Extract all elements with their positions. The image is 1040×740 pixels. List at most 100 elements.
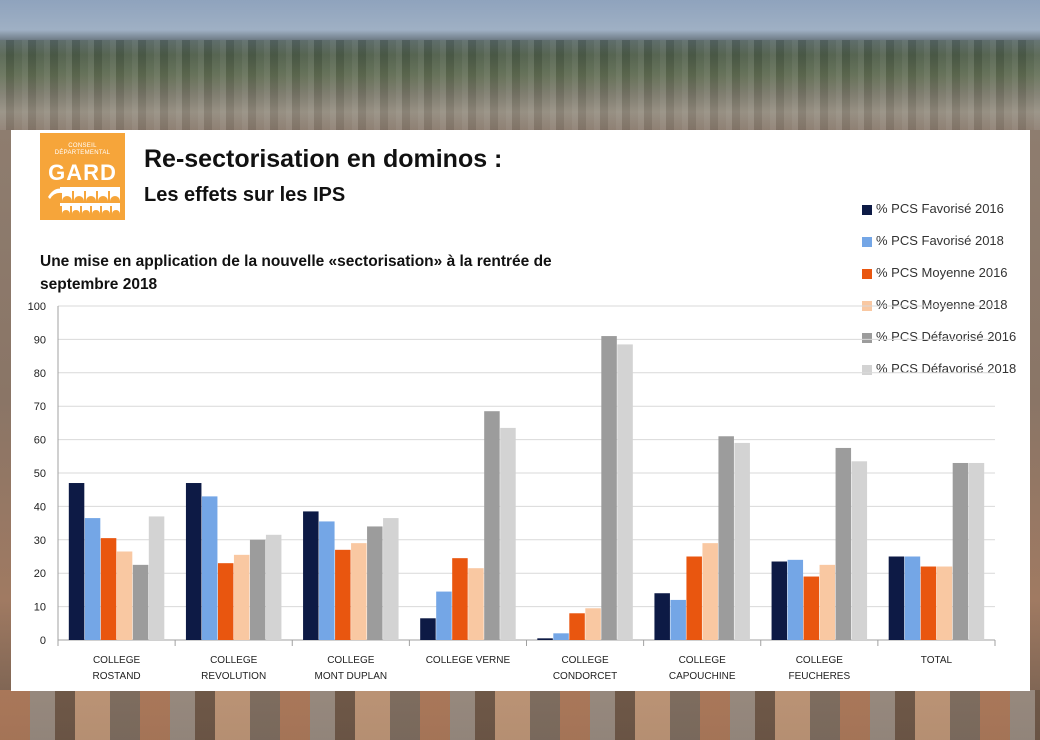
legend-label: % PCS Défavorisé 2016 <box>876 329 1017 344</box>
bar <box>265 534 282 640</box>
bar <box>351 543 367 640</box>
bar <box>617 344 633 640</box>
category-label: COLLEGE <box>93 655 141 666</box>
bar <box>569 613 585 640</box>
bar <box>851 461 868 640</box>
bar <box>303 511 319 640</box>
bar <box>803 576 820 640</box>
bar <box>132 564 149 640</box>
bar <box>888 556 905 640</box>
category-label: MONT DUPLAN <box>315 671 388 682</box>
bar <box>420 618 436 640</box>
y-tick-label: 40 <box>34 501 46 513</box>
legend-swatch <box>862 237 872 247</box>
category-label: COLLEGE VERNE <box>426 655 511 666</box>
slide-title: Re-sectorisation en dominos : <box>144 145 503 173</box>
y-tick-label: 20 <box>34 568 46 580</box>
category-label: CONDORCET <box>553 671 617 682</box>
y-tick-label: 80 <box>34 368 46 380</box>
legend-swatch <box>862 269 872 279</box>
bar <box>319 521 335 640</box>
bar <box>335 549 351 640</box>
y-tick-label: 50 <box>34 468 46 480</box>
category-label: ROSTAND <box>92 671 140 682</box>
bar <box>787 559 804 640</box>
logo-line1: CONSEIL <box>68 143 97 149</box>
y-tick-label: 70 <box>34 401 46 413</box>
legend-label: % PCS Moyenne 2018 <box>876 297 1008 312</box>
bar <box>952 462 969 640</box>
bar <box>920 566 937 640</box>
legend-swatch <box>862 205 872 215</box>
bar <box>249 539 266 640</box>
bar <box>601 336 617 640</box>
bar <box>484 411 500 640</box>
category-label: TOTAL <box>921 655 953 666</box>
category-label: COLLEGE <box>327 655 375 666</box>
bar <box>585 608 601 640</box>
bar <box>686 556 702 640</box>
bar <box>819 564 836 640</box>
category-label: REVOLUTION <box>201 671 266 682</box>
bar <box>233 554 250 640</box>
y-tick-label: 100 <box>28 301 46 313</box>
bar <box>904 556 921 640</box>
y-tick-label: 0 <box>40 635 46 647</box>
legend-label: % PCS Favorisé 2016 <box>876 201 1004 216</box>
bar <box>654 593 670 640</box>
legend-swatch <box>862 365 872 375</box>
legend-label: % PCS Défavorisé 2018 <box>876 361 1017 376</box>
category-label: FEUCHERES <box>788 671 850 682</box>
bar <box>68 483 85 640</box>
bar <box>436 591 452 640</box>
bar <box>835 447 852 640</box>
bar <box>936 566 953 640</box>
legend-item: % PCS Favorisé 2018 <box>862 232 1027 264</box>
legend-item: % PCS Défavorisé 2016 <box>862 328 1027 360</box>
bar <box>367 526 383 640</box>
y-tick-label: 30 <box>34 535 46 547</box>
legend-item: % PCS Moyenne 2016 <box>862 264 1027 296</box>
legend-item: % PCS Défavorisé 2018 <box>862 360 1027 392</box>
category-label: COLLEGE <box>679 655 727 666</box>
bar <box>968 462 985 640</box>
bar <box>734 442 750 640</box>
slide-subtitle: Les effets sur les IPS <box>144 184 346 206</box>
category-label: CAPOUCHINE <box>669 671 736 682</box>
logo-name: GARD <box>48 160 117 185</box>
bar <box>100 538 117 640</box>
legend-swatch <box>862 333 872 343</box>
category-label: COLLEGE <box>561 655 609 666</box>
legend-label: % PCS Moyenne 2016 <box>876 265 1008 280</box>
bar <box>537 638 553 640</box>
y-tick-label: 90 <box>34 334 46 346</box>
bar <box>185 483 202 640</box>
bar <box>670 599 686 640</box>
aqueduct-icon <box>48 187 120 214</box>
bar <box>217 563 234 640</box>
bar <box>452 558 468 640</box>
bar <box>553 633 569 640</box>
bar <box>702 543 718 640</box>
bar <box>84 518 101 640</box>
bar <box>500 427 516 640</box>
bar <box>468 568 484 640</box>
category-label: COLLEGE <box>796 655 844 666</box>
legend-item: % PCS Favorisé 2016 <box>862 200 1027 232</box>
bar <box>116 551 133 640</box>
bar <box>148 516 165 640</box>
background-rooftops <box>0 690 1040 740</box>
bar <box>771 561 788 640</box>
bar <box>201 496 218 640</box>
background-cityscape <box>0 40 1040 130</box>
gard-logo: CONSEIL DÉPARTEMENTAL GARD <box>40 133 125 220</box>
bar <box>718 436 734 640</box>
logo-line2: DÉPARTEMENTAL <box>54 150 111 156</box>
category-label: COLLEGE <box>210 655 258 666</box>
chart-caption: Une mise en application de la nouvelle «… <box>40 253 552 293</box>
chart-legend: % PCS Favorisé 2016 % PCS Favorisé 2018 % … <box>862 200 1027 392</box>
legend-label: % PCS Favorisé 2018 <box>876 233 1004 248</box>
y-tick-label: 10 <box>34 602 46 614</box>
bar <box>383 518 399 640</box>
